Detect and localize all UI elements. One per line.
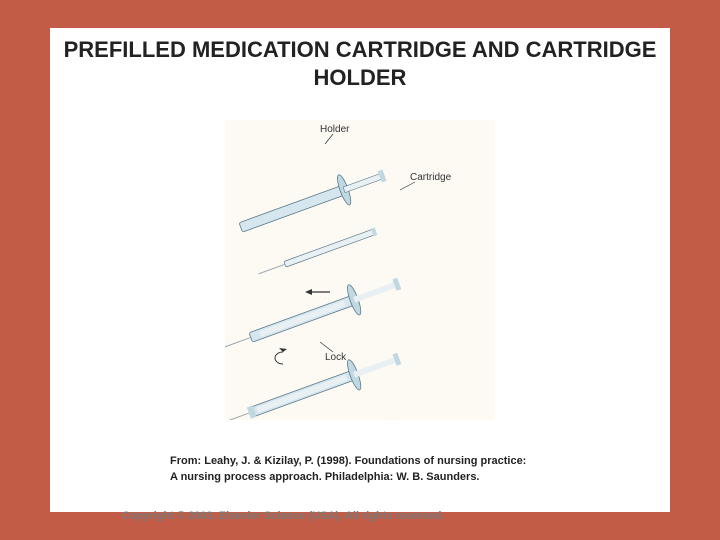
- label-lock: Lock: [325, 352, 347, 363]
- label-cartridge: Cartridge: [410, 172, 452, 183]
- slide: PREFILLED MEDICATION CARTRIDGE AND CARTR…: [0, 0, 720, 540]
- slide-title: PREFILLED MEDICATION CARTRIDGE AND CARTR…: [60, 36, 660, 91]
- copyright: Copyright © 2003, Elsevier Science (USA)…: [122, 510, 445, 522]
- label-holder: Holder: [320, 124, 350, 135]
- diagram-svg: Holder Cartridge: [225, 120, 495, 420]
- citation: From: Leahy, J. & Kizilay, P. (1998). Fo…: [170, 454, 640, 485]
- diagram-area: Holder Cartridge: [225, 120, 495, 420]
- citation-line-2: A nursing process approach. Philadelphia…: [170, 470, 640, 485]
- citation-line-1: From: Leahy, J. & Kizilay, P. (1998). Fo…: [170, 454, 640, 469]
